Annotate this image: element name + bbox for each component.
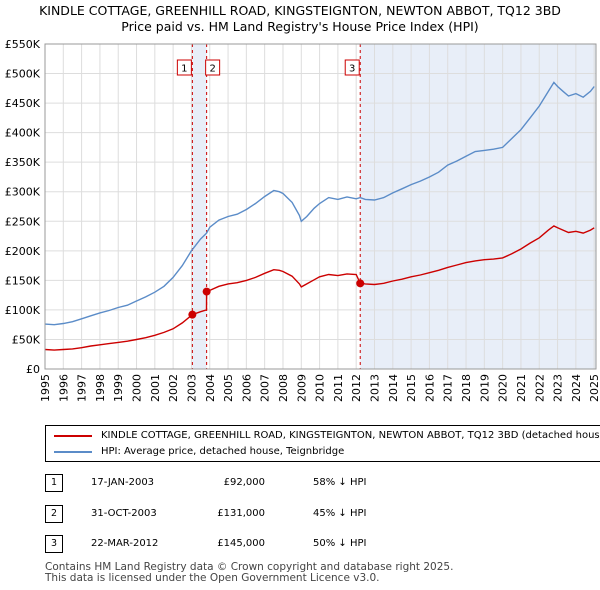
legend-blue-swatch (54, 451, 92, 453)
x-tick-label: 1999 (112, 374, 125, 402)
y-tick-label: £350K (5, 156, 41, 169)
sale-marker-label: 3 (349, 64, 355, 75)
x-tick-label: 1996 (57, 374, 70, 402)
x-tick-label: 2017 (442, 374, 455, 402)
transaction-hpi-diff: 58% ↓ HPI (313, 477, 367, 488)
legend-property-label: KINDLE COTTAGE, GREENHILL ROAD, KINGSTEI… (101, 430, 600, 441)
x-tick-label: 1995 (39, 374, 52, 402)
transaction-hpi-diff: 45% ↓ HPI (313, 508, 367, 519)
footer-license: This data is licensed under the Open Gov… (45, 572, 380, 584)
y-tick-label: £150K (5, 274, 41, 287)
x-tick-label: 2004 (204, 374, 217, 402)
x-tick-label: 2018 (460, 374, 473, 402)
y-tick-label: £100K (5, 304, 41, 317)
x-tick-label: 2024 (570, 374, 583, 402)
transaction-date: 31-OCT-2003 (91, 508, 157, 519)
price-chart: £0 £50K £100K £150K £200K £250K £300K £350K £400… (5, 38, 600, 402)
y-tick-label: £300K (5, 186, 41, 199)
plot-border (44, 43, 597, 370)
transaction-number: 1 (45, 474, 63, 492)
x-tick-label: 2011 (332, 374, 345, 402)
x-tick-label: 2021 (515, 374, 528, 402)
y-tick-label: £0 (26, 363, 40, 376)
x-tick-label: 2000 (131, 374, 144, 402)
x-tick-label: 1997 (76, 374, 89, 402)
transaction-price: £131,000 (217, 508, 265, 519)
y-tick-label: £550K (5, 38, 41, 51)
x-tick-label: 2023 (552, 374, 565, 402)
transaction-price: £92,000 (223, 477, 265, 488)
sale-marker-label: 2 (209, 64, 215, 75)
x-tick-label: 2010 (314, 374, 327, 402)
legend-hpi-label: HPI: Average price, detached house, Teig… (101, 446, 345, 457)
transaction-number: 3 (45, 535, 63, 553)
sale-marker-label: 1 (181, 64, 187, 75)
x-tick-label: 2019 (478, 374, 491, 402)
shaded-region (360, 44, 596, 369)
sale-marker-box (205, 59, 221, 76)
x-tick-label: 2007 (259, 374, 272, 402)
x-tick-label: 2002 (167, 374, 180, 402)
x-tick-label: 2006 (240, 374, 253, 402)
sale-point (202, 287, 211, 296)
sale-point (356, 279, 365, 288)
chart-title-line2: Price paid vs. HM Land Registry's House … (121, 19, 479, 34)
x-tick-label: 2012 (350, 374, 363, 402)
x-tick-label: 2013 (369, 374, 382, 402)
x-tick-label: 2015 (405, 374, 418, 402)
y-tick-label: £450K (5, 97, 41, 110)
sale-point (188, 310, 197, 319)
y-tick-label: £500K (5, 68, 41, 81)
x-tick-label: 2014 (387, 374, 400, 402)
transaction-date: 17-JAN-2003 (91, 477, 155, 488)
chart-legend: KINDLE COTTAGE, GREENHILL ROAD, KINGSTEI… (45, 425, 600, 462)
footer-copyright: Contains HM Land Registry data © Crown c… (45, 561, 454, 573)
transaction-number: 2 (45, 505, 63, 523)
property-series-line (44, 225, 595, 351)
x-tick-label: 2009 (295, 374, 308, 402)
y-tick-label: £250K (5, 215, 41, 228)
x-tick-label: 1998 (94, 374, 107, 402)
x-tick-label: 2016 (423, 374, 436, 402)
legend-red-swatch (54, 435, 92, 437)
y-tick-label: £50K (12, 333, 41, 346)
shaded-region (192, 44, 207, 369)
chart-title-line1: KINDLE COTTAGE, GREENHILL ROAD, KINGSTEI… (39, 3, 561, 18)
x-tick-label: 2008 (277, 374, 290, 402)
x-tick-label: 2020 (497, 374, 510, 402)
sale-marker-box (344, 59, 360, 76)
x-tick-label: 2005 (222, 374, 235, 402)
transaction-date: 22-MAR-2012 (91, 538, 159, 549)
x-tick-label: 2022 (533, 374, 546, 402)
y-tick-label: £400K (5, 127, 41, 140)
y-tick-label: £200K (5, 245, 41, 258)
transaction-price: £145,000 (217, 538, 265, 549)
hpi-series-line (44, 81, 595, 326)
x-tick-label: 2003 (185, 374, 198, 402)
x-tick-label: 2001 (149, 374, 162, 402)
x-tick-label: 2025 (588, 374, 600, 402)
sale-marker-box (176, 59, 192, 76)
transaction-hpi-diff: 50% ↓ HPI (313, 538, 367, 549)
